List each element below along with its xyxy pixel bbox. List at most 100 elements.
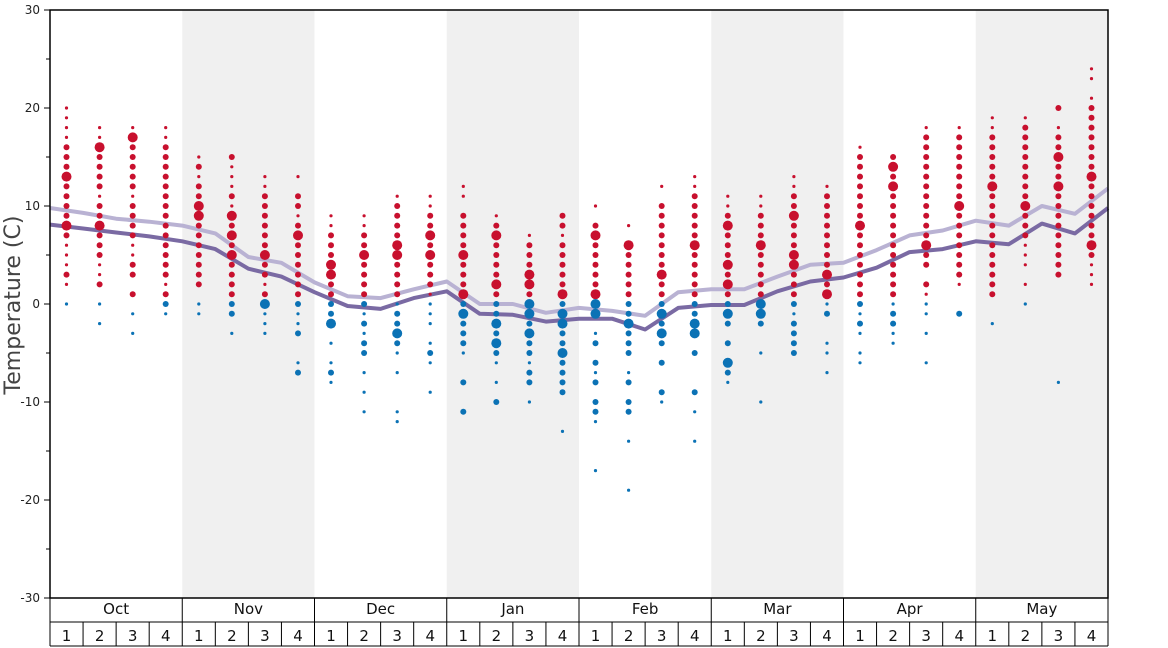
temperature-dot xyxy=(1023,253,1027,257)
temperature-dot xyxy=(197,155,201,159)
temperature-dot xyxy=(98,263,102,267)
temperature-dot xyxy=(759,400,763,404)
temperature-dot xyxy=(328,310,334,317)
week-label: 2 xyxy=(227,627,237,645)
temperature-dot xyxy=(394,291,401,298)
temperature-dot xyxy=(162,301,169,307)
temperature-dot xyxy=(857,252,863,258)
temperature-dot xyxy=(593,469,598,473)
temperature-dot xyxy=(755,240,766,251)
temperature-dot xyxy=(1088,222,1095,229)
y-tick-label: -20 xyxy=(20,493,40,507)
temperature-dot xyxy=(394,261,401,268)
temperature-dot xyxy=(524,279,535,290)
temperature-dot xyxy=(129,203,136,209)
temperature-dot xyxy=(825,302,829,306)
upper-trend-line xyxy=(49,186,1110,318)
temperature-dot xyxy=(98,135,102,139)
temperature-dot xyxy=(428,390,432,394)
temperature-dot xyxy=(625,291,632,298)
temperature-dot xyxy=(924,292,928,296)
temperature-dot xyxy=(990,322,994,326)
temperature-dot xyxy=(825,341,829,345)
temperature-dot xyxy=(131,312,135,316)
temperature-dot xyxy=(361,301,368,307)
temperature-dot xyxy=(858,331,862,335)
temperature-dot xyxy=(658,291,665,298)
temperature-dot xyxy=(790,320,797,327)
temperature-dot xyxy=(990,116,994,120)
temperature-dot xyxy=(493,330,500,337)
temperature-dot xyxy=(890,193,897,200)
temperature-dot xyxy=(228,242,235,249)
temperature-dot xyxy=(625,330,632,337)
temperature-dot xyxy=(560,233,565,237)
temperature-dot xyxy=(526,379,533,386)
temperature-dot xyxy=(658,232,665,239)
temperature-dot xyxy=(592,252,599,258)
temperature-dot xyxy=(857,183,863,190)
temperature-dot xyxy=(987,181,998,192)
temperature-dot xyxy=(1088,212,1095,219)
temperature-dot xyxy=(96,232,103,239)
temperature-dot xyxy=(162,271,169,278)
temperature-dot xyxy=(1088,163,1095,170)
temperature-dot xyxy=(64,116,69,120)
temperature-dot xyxy=(757,291,764,298)
temperature-dot xyxy=(623,240,634,251)
temperature-dot xyxy=(1022,212,1029,219)
temperature-dot xyxy=(491,230,502,241)
temperature-dot xyxy=(923,203,930,209)
temperature-dot xyxy=(790,330,797,337)
temperature-dot xyxy=(857,242,863,249)
temperature-dot xyxy=(722,220,733,231)
temperature-dot xyxy=(1088,183,1095,190)
temperature-dot xyxy=(1088,134,1095,141)
temperature-dot xyxy=(1023,302,1027,306)
temperature-dot xyxy=(131,253,135,257)
temperature-dot xyxy=(790,291,797,298)
temperature-dot xyxy=(394,281,401,288)
temperature-dot xyxy=(1022,144,1029,151)
temperature-dot xyxy=(526,242,533,249)
temperature-dot xyxy=(195,261,202,268)
temperature-dot xyxy=(956,242,963,249)
temperature-dot xyxy=(1055,203,1062,209)
month-label: Oct xyxy=(103,600,129,618)
temperature-dot xyxy=(790,281,797,288)
temperature-dot xyxy=(395,351,399,355)
week-label: 1 xyxy=(591,627,601,645)
temperature-dot xyxy=(790,301,797,307)
temperature-dot xyxy=(362,331,366,335)
temperature-dot xyxy=(857,291,863,298)
temperature-dot xyxy=(590,230,601,241)
temperature-dot xyxy=(790,242,797,249)
temperature-dot xyxy=(394,203,401,209)
temperature-dot xyxy=(394,320,401,327)
temperature-dot xyxy=(559,379,566,386)
temperature-dot xyxy=(261,203,268,209)
temperature-dot xyxy=(658,242,665,249)
temperature-dot xyxy=(427,281,434,288)
temperature-dot xyxy=(228,291,235,298)
temperature-dot xyxy=(195,193,202,200)
month-label: Mar xyxy=(763,600,792,618)
temperature-dot xyxy=(295,242,301,249)
temperature-dot xyxy=(295,281,301,288)
temperature-dot xyxy=(593,420,598,424)
temperature-dot xyxy=(64,243,69,247)
temperature-dot xyxy=(527,233,532,237)
temperature-dot xyxy=(824,193,830,200)
temperature-dot xyxy=(825,184,829,188)
temperature-dot xyxy=(493,350,500,356)
temperature-dot xyxy=(96,203,103,209)
temperature-dot xyxy=(98,322,102,326)
temperature-dot xyxy=(691,291,698,298)
temperature-dot xyxy=(1055,212,1062,219)
temperature-dot xyxy=(1022,134,1029,141)
temperature-dot xyxy=(557,289,568,300)
temperature-dot xyxy=(689,318,700,329)
temperature-dot xyxy=(361,340,368,347)
temperature-dot xyxy=(592,271,599,278)
temperature-dot xyxy=(891,341,895,345)
